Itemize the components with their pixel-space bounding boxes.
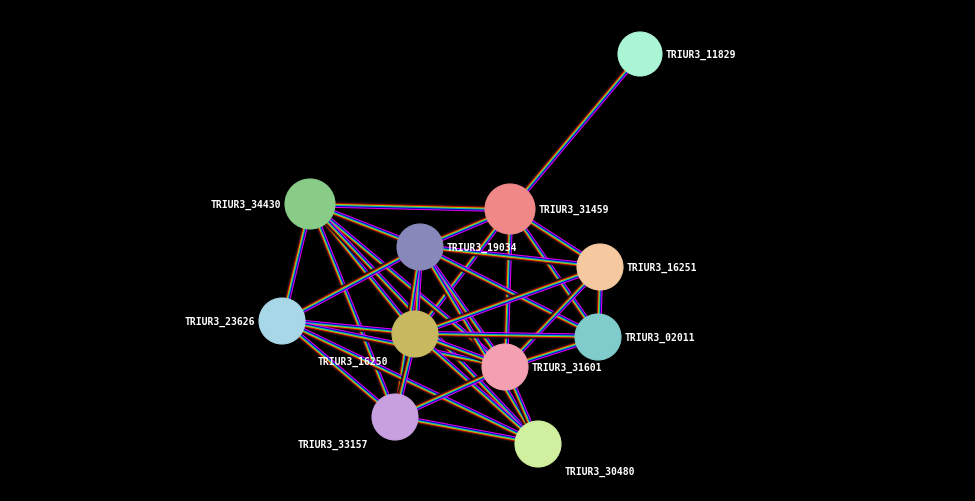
Text: TRIUR3_19034: TRIUR3_19034 bbox=[447, 242, 518, 253]
Text: TRIUR3_16251: TRIUR3_16251 bbox=[627, 263, 697, 273]
Circle shape bbox=[482, 344, 528, 390]
Circle shape bbox=[485, 185, 535, 234]
Circle shape bbox=[285, 180, 335, 229]
Text: TRIUR3_02011: TRIUR3_02011 bbox=[625, 332, 695, 342]
Circle shape bbox=[392, 312, 438, 357]
Text: TRIUR3_30480: TRIUR3_30480 bbox=[565, 466, 636, 476]
Text: TRIUR3_33157: TRIUR3_33157 bbox=[297, 439, 368, 449]
Circle shape bbox=[397, 224, 443, 271]
Circle shape bbox=[372, 394, 418, 440]
Text: TRIUR3_31459: TRIUR3_31459 bbox=[539, 204, 609, 215]
Text: TRIUR3_34430: TRIUR3_34430 bbox=[211, 199, 281, 210]
Text: TRIUR3_11829: TRIUR3_11829 bbox=[666, 50, 736, 60]
Text: TRIUR3_31601: TRIUR3_31601 bbox=[532, 362, 603, 372]
Circle shape bbox=[618, 33, 662, 77]
Circle shape bbox=[575, 314, 621, 360]
Circle shape bbox=[515, 421, 561, 467]
Circle shape bbox=[577, 244, 623, 291]
Text: TRIUR3_23626: TRIUR3_23626 bbox=[184, 316, 255, 327]
Circle shape bbox=[259, 299, 305, 344]
Text: TRIUR3_16250: TRIUR3_16250 bbox=[318, 356, 388, 366]
